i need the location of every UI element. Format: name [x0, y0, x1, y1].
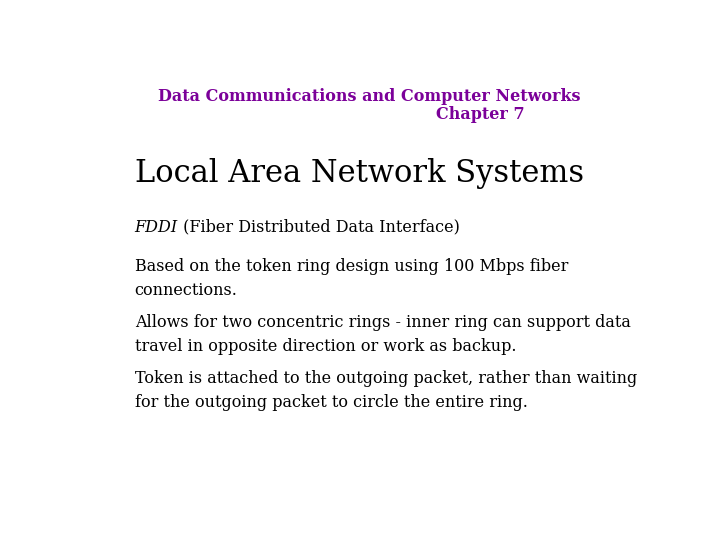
Text: Data Communications and Computer Networks: Data Communications and Computer Network…: [158, 87, 580, 105]
Text: FDDI: FDDI: [135, 219, 178, 235]
Text: Chapter 7: Chapter 7: [436, 106, 525, 123]
Text: Local Area Network Systems: Local Area Network Systems: [135, 158, 584, 190]
Text: (Fiber Distributed Data Interface): (Fiber Distributed Data Interface): [178, 219, 460, 235]
Text: Token is attached to the outgoing packet, rather than waiting
for the outgoing p: Token is attached to the outgoing packet…: [135, 370, 637, 411]
Text: Based on the token ring design using 100 Mbps fiber
connections.: Based on the token ring design using 100…: [135, 258, 568, 299]
Text: Allows for two concentric rings - inner ring can support data
travel in opposite: Allows for two concentric rings - inner …: [135, 314, 631, 355]
